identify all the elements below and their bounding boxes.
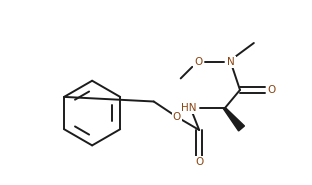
Text: O: O [267,85,276,95]
Text: N: N [227,57,235,67]
Text: O: O [194,57,202,67]
Polygon shape [224,108,245,131]
Text: O: O [173,112,181,122]
Text: O: O [195,157,203,167]
Text: HN: HN [181,103,197,113]
